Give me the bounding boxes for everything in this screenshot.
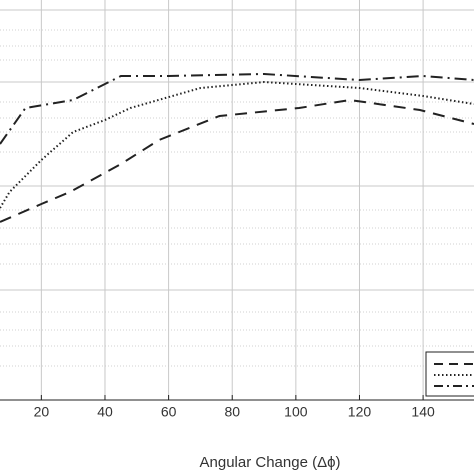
x-tick-label: 140 xyxy=(411,404,435,420)
legend xyxy=(425,351,474,397)
x-axis-title: Angular Change (Δϕ) xyxy=(200,454,341,471)
series-line xyxy=(0,98,474,223)
x-tick-label: 100 xyxy=(284,404,308,420)
horizontal-grid xyxy=(0,9,474,367)
series-line xyxy=(0,80,474,209)
x-tick-label: 40 xyxy=(97,404,113,420)
x-tick-label: 120 xyxy=(348,404,372,420)
series-line xyxy=(0,72,474,145)
x-tick-label: 20 xyxy=(34,404,50,420)
lines xyxy=(0,72,474,223)
grid xyxy=(40,0,424,400)
x-tick-label: 60 xyxy=(161,404,177,420)
x-tick-label: 80 xyxy=(224,404,240,420)
